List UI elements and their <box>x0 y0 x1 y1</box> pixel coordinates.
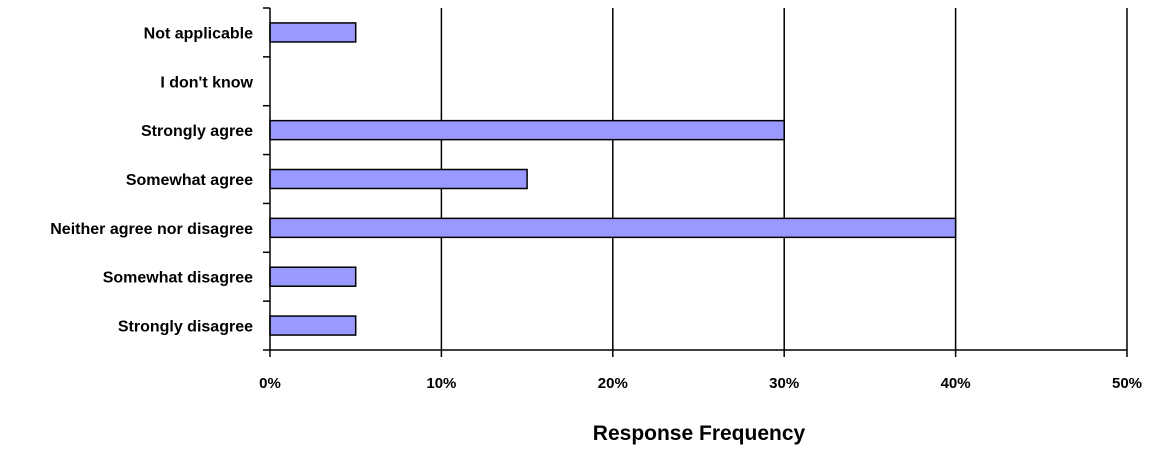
x-axis-title: Response Frequency <box>593 422 806 445</box>
x-tick-label: 50% <box>1112 375 1142 392</box>
category-label: Not applicable <box>144 25 253 42</box>
bar <box>269 22 357 43</box>
category-label: Somewhat disagree <box>103 270 253 287</box>
category-label: Strongly disagree <box>118 319 253 336</box>
bar <box>269 315 357 336</box>
axes <box>263 7 1128 357</box>
category-label: Somewhat agree <box>126 172 253 189</box>
bar <box>269 217 957 239</box>
bar <box>269 168 528 190</box>
bar <box>269 266 357 287</box>
x-tick-label: 20% <box>598 375 628 392</box>
category-label: I don't know <box>160 74 253 91</box>
x-tick-label: 0% <box>259 375 281 392</box>
category-label: Strongly agree <box>141 123 253 140</box>
category-label: Neither agree nor disagree <box>50 221 253 238</box>
bar <box>269 119 785 141</box>
gridlines <box>440 8 1128 350</box>
x-tick-label: 10% <box>426 375 456 392</box>
bars <box>269 22 957 336</box>
x-tick-label: 40% <box>941 375 971 392</box>
labels: 0% 10% 20% 30% 40% 50% Not applicable I don't k… <box>50 25 1142 392</box>
x-tick-label: 30% <box>769 375 799 392</box>
